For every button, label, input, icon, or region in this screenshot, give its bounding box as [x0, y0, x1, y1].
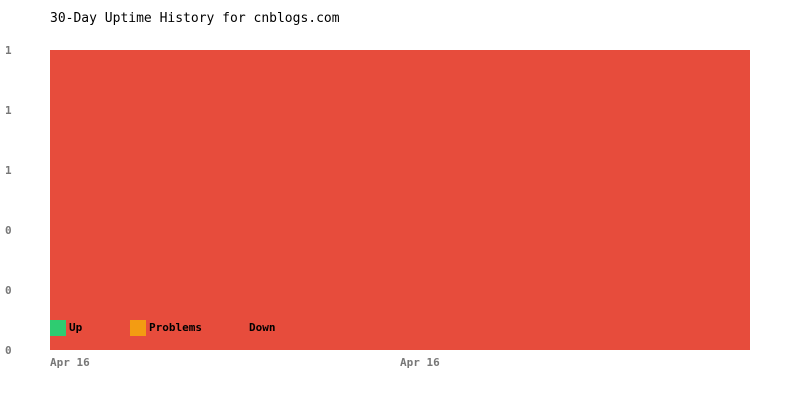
legend-swatch [130, 320, 146, 336]
y-tick-label: 1 [5, 104, 12, 117]
x-tick-label: Apr 16 [400, 356, 440, 369]
legend-label: Down [249, 321, 276, 334]
y-tick-label: 1 [5, 44, 12, 57]
legend-swatch [230, 320, 246, 336]
legend-label: Up [69, 321, 83, 334]
legend: Up Problems Down [50, 320, 276, 336]
area-down [50, 50, 750, 350]
legend-item-problems: Problems [130, 320, 202, 336]
y-tick-label: 1 [5, 164, 12, 177]
x-tick-label: Apr 16 [50, 356, 90, 369]
x-axis: Apr 16 Apr 16 [50, 356, 440, 369]
y-tick-label: 0 [5, 284, 12, 297]
y-tick-label: 0 [5, 344, 12, 357]
legend-item-up: Up [50, 320, 83, 336]
legend-item-down: Down [230, 320, 276, 336]
legend-label: Problems [149, 321, 202, 334]
y-tick-label: 0 [5, 224, 12, 237]
y-axis: 0 0 0 1 1 1 [5, 44, 12, 357]
legend-swatch [50, 320, 66, 336]
chart-title: 30-Day Uptime History for cnblogs.com [50, 11, 340, 26]
plot-area [50, 50, 750, 350]
